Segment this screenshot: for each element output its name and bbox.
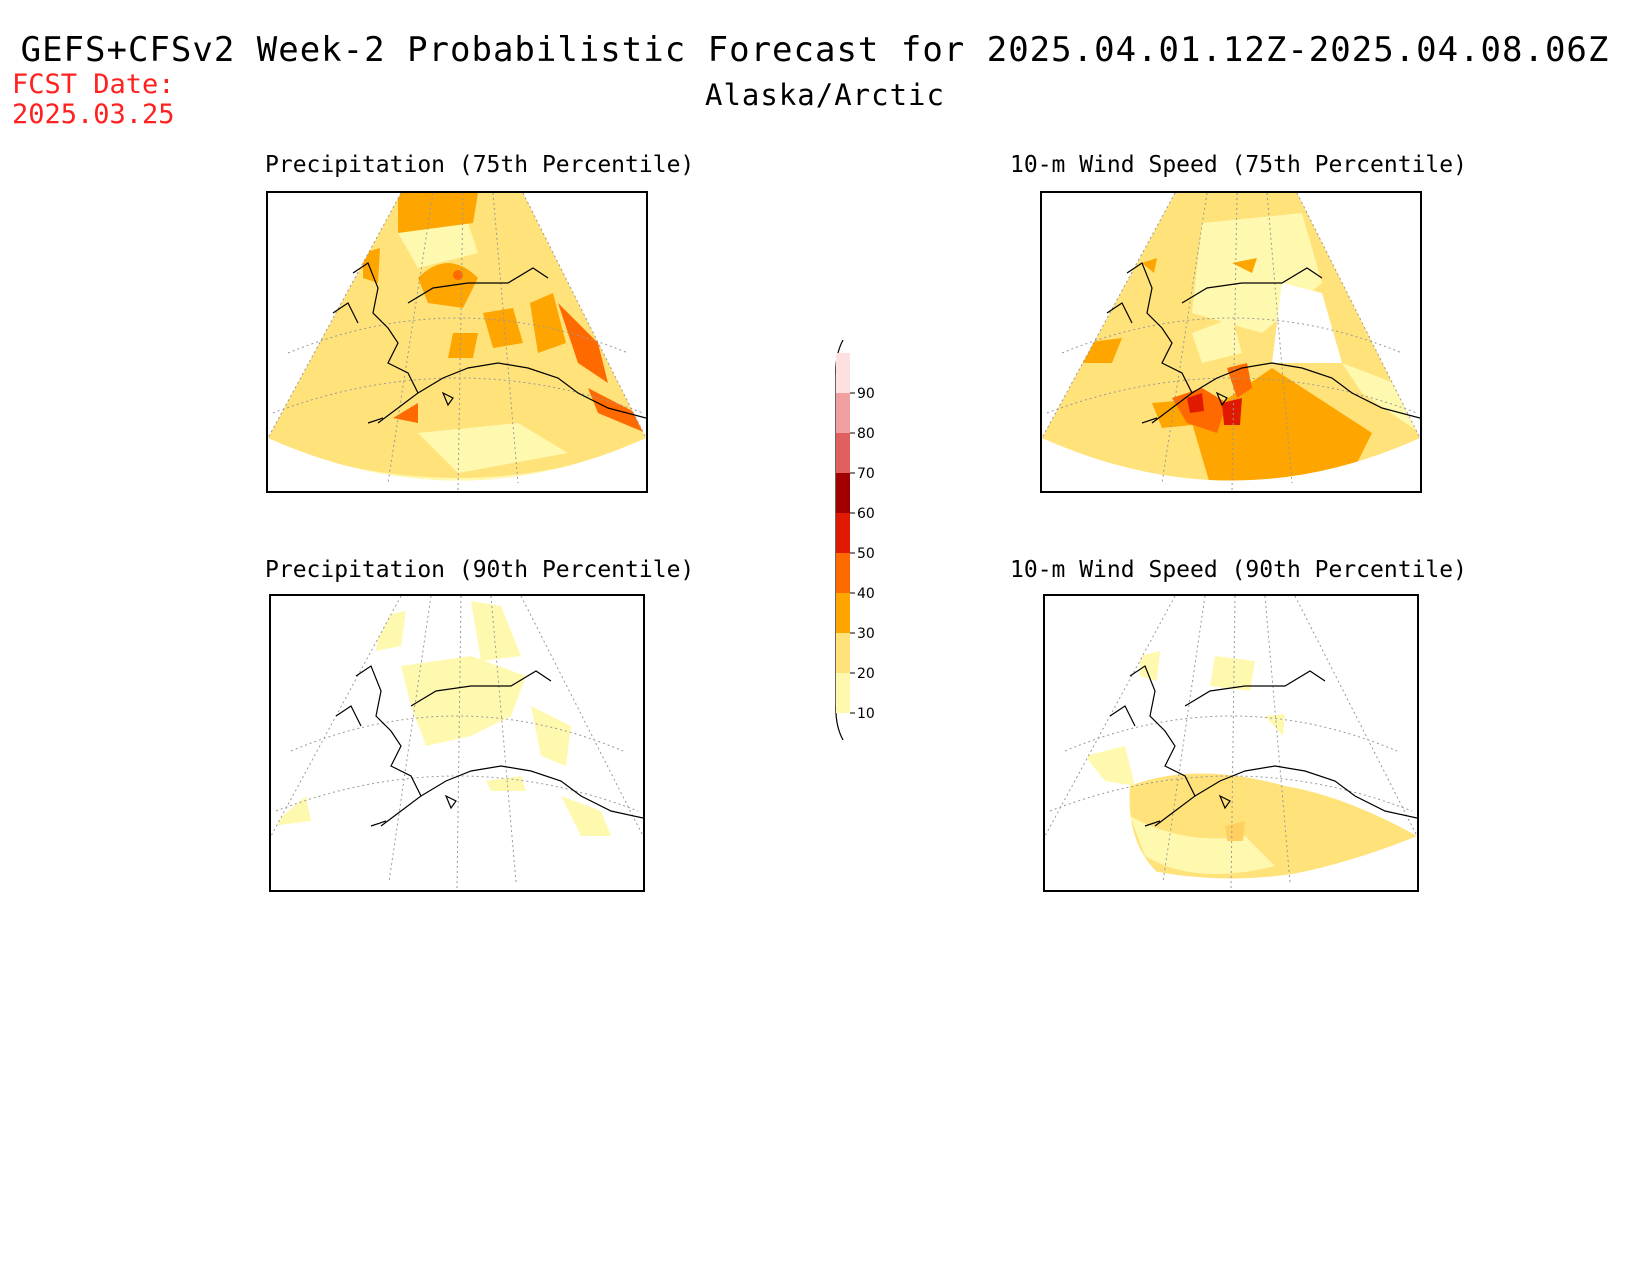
forecast-shading [363,248,380,283]
map-panel-wind-75 [1040,191,1422,493]
colorbar-label: 40 [857,586,875,602]
forecast-shading [453,270,463,280]
map-wind-90 [1045,596,1417,890]
forecast-shading [558,303,608,383]
colorbar-label: 70 [857,466,875,482]
forecast-shading [483,308,523,348]
colorbar-svg: 90 80 70 60 50 40 30 20 10 [835,339,875,741]
graticule [268,193,646,491]
graticule [1042,193,1420,491]
forecast-shading [1342,363,1420,433]
map-panel-precip-75 [266,191,648,493]
forecast-shading [401,656,526,746]
colorbar-label: 90 [857,386,875,402]
colorbar-label: 80 [857,426,875,442]
panel-title-precip-75: Precipitation (75th Percentile) [265,152,695,178]
coastline [1109,665,1417,827]
forecast-shading [1222,398,1242,425]
graticule [271,596,643,890]
forecast-shading [1210,656,1255,691]
colorbar-label: 10 [857,706,875,722]
colorbar-label: 50 [857,546,875,562]
coastline [335,665,643,827]
forecast-shading [1192,318,1242,363]
coastline [332,262,646,424]
map-precip-75 [268,193,646,491]
forecast-date-block: FCST Date: 2025.03.25 [12,70,175,130]
forecast-shading [1225,821,1245,841]
colorbar: 90 80 70 60 50 40 30 20 10 [825,335,925,745]
colorbar-swatch-90 [836,353,850,393]
forecast-shading [1129,773,1417,879]
map-precip-90 [271,596,643,890]
panel-title-wind-90: 10-m Wind Speed (90th Percentile) [1010,557,1467,583]
colorbar-swatch-60 [836,473,850,513]
colorbar-swatch-50 [836,513,850,553]
forecast-shading [398,193,478,233]
forecast-shading [393,403,418,423]
forecast-shading [561,796,611,836]
map-wind-75 [1042,193,1420,491]
panel-title-precip-90: Precipitation (90th Percentile) [265,557,695,583]
coastline [1106,262,1420,424]
map-panel-precip-90 [269,594,645,892]
forecast-shading [1192,368,1372,481]
forecast-shading [448,333,478,358]
colorbar-swatch-20 [836,633,850,673]
forecast-date-label: FCST Date: [12,69,175,100]
figure-subtitle: Alaska/Arctic [705,78,945,112]
forecast-shading [1265,714,1285,736]
colorbar-label: 60 [857,506,875,522]
colorbar-swatch-40 [836,553,850,593]
forecast-shading [1232,258,1257,273]
colorbar-label: 20 [857,666,875,682]
colorbar-swatch-10 [836,673,850,713]
forecast-shading [1272,283,1342,363]
forecast-shading [1140,651,1160,681]
colorbar-label: 30 [857,626,875,642]
colorbar-swatch-30 [836,593,850,633]
forecast-shading [531,706,571,766]
forecast-shading [530,293,566,353]
figure-title: GEFS+CFSv2 Week-2 Probabilistic Forecast… [20,30,1610,70]
forecast-shading [486,776,526,791]
forecast-shading [1085,746,1135,786]
colorbar-swatch-80 [836,393,850,433]
forecast-shading [398,223,478,268]
forecast-shading [418,423,568,473]
forecast-shading [471,601,521,661]
forecast-shading [1142,258,1157,273]
forecast-shading [376,611,406,651]
forecast-shading [271,796,311,826]
map-panel-wind-90 [1043,594,1419,892]
forecast-shading [1187,393,1204,413]
panel-title-wind-75: 10-m Wind Speed (75th Percentile) [1010,152,1467,178]
forecast-date-value: 2025.03.25 [12,99,175,130]
colorbar-swatch-70 [836,433,850,473]
